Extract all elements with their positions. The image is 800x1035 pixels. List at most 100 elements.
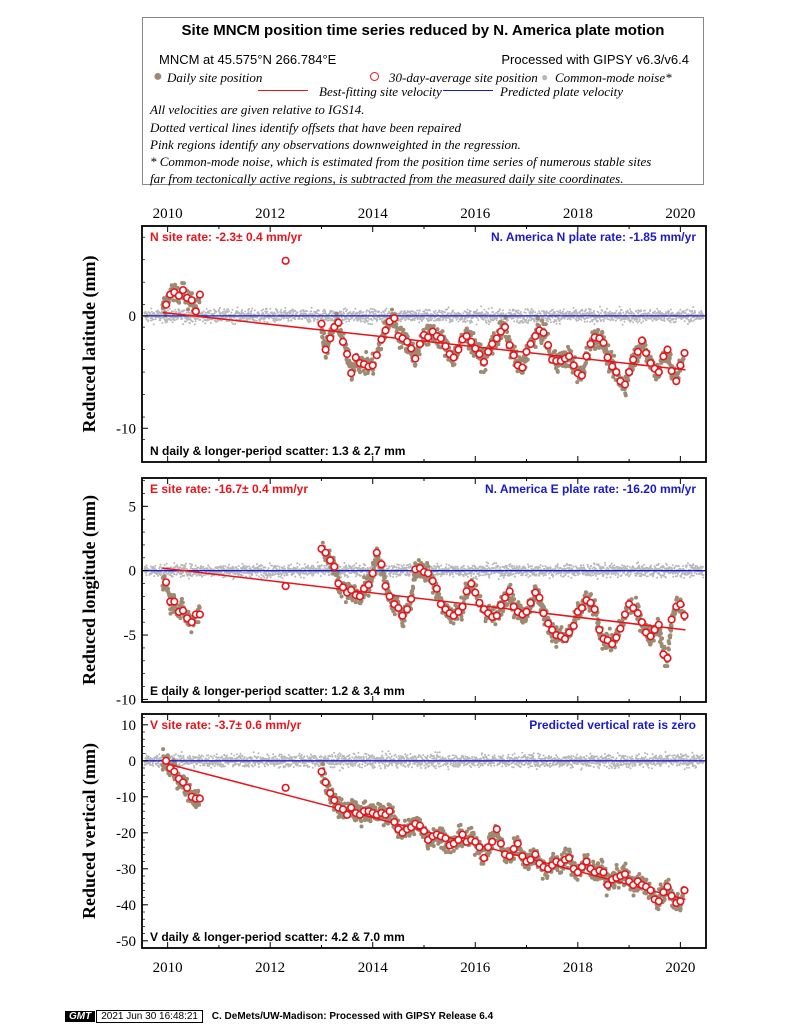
avg-point	[419, 826, 429, 836]
avg-point	[195, 794, 204, 803]
daily-legend-label: Daily site position	[167, 70, 263, 85]
avg-point	[407, 344, 416, 353]
avg-point	[616, 624, 625, 633]
avg-point	[577, 862, 587, 872]
x-tick-label-top: 2014	[358, 206, 389, 222]
avg-point	[394, 603, 403, 613]
avg-point	[484, 347, 493, 357]
daily-marker-icon: ●	[153, 68, 163, 85]
y-tick-label: 0	[129, 754, 137, 770]
avg-point	[564, 628, 574, 637]
site-rate-label-E: E site rate: -16.7± 0.4 mm/yr	[150, 482, 308, 496]
plate-rate-label-N: N. America N plate rate: -1.85 mm/yr	[491, 230, 696, 244]
avg-point	[680, 611, 689, 620]
avg-point	[646, 359, 655, 368]
common-mode-marker-icon: ●	[541, 70, 549, 84]
x-tick-label-bottom: 2010	[153, 960, 183, 976]
y-tick-label: -5	[124, 628, 137, 644]
plot-area-E	[142, 540, 706, 669]
avg-point	[347, 369, 356, 378]
note-2: Dotted vertical lines identify offsets t…	[150, 120, 461, 135]
avg-point	[488, 339, 497, 349]
avg-point	[608, 639, 617, 649]
avg-point	[475, 598, 484, 608]
site-coords: MNCM at 45.575°N 266.784°E	[159, 52, 337, 67]
avg-point	[577, 371, 587, 380]
note-5: far from tectonically active regions, is…	[150, 171, 624, 186]
y-tick-label: -20	[116, 826, 136, 842]
avg-point	[672, 377, 681, 386]
y-axis-label-E: Reduced longitude (mm)	[79, 495, 100, 685]
avg-point	[543, 341, 553, 350]
note-1: All velocities are given relative to IGS…	[150, 102, 365, 117]
avg-point	[633, 347, 642, 357]
scatter-label-V: V daily & longer-period scatter: 4.2 & 7…	[150, 930, 405, 944]
avg-point	[595, 625, 604, 635]
y-tick-label: -30	[116, 862, 136, 878]
avg-point	[471, 837, 480, 846]
avg-point	[629, 603, 638, 613]
avg-point	[372, 548, 381, 557]
avg-point	[505, 341, 514, 350]
avg-point	[338, 805, 348, 814]
avg-point	[330, 796, 339, 805]
avg-point	[326, 789, 335, 798]
avg-point	[334, 318, 343, 327]
avg-point	[467, 337, 476, 346]
avg-point	[471, 588, 480, 597]
avg-point	[531, 850, 540, 859]
y-tick-label: -10	[116, 692, 136, 708]
avg-point	[526, 598, 535, 608]
plot-area-N	[142, 256, 706, 398]
avg-point	[582, 857, 591, 866]
x-tick-label-bottom: 2012	[255, 960, 285, 976]
avg-point	[500, 593, 510, 602]
avg-point	[496, 601, 506, 610]
avg-point	[603, 880, 612, 890]
avg-point	[403, 337, 412, 346]
avg-point	[676, 361, 685, 370]
avg-point	[347, 585, 356, 595]
avg-point	[454, 607, 463, 617]
avg-point	[513, 839, 522, 848]
avg-point	[612, 368, 621, 377]
avg-point	[385, 592, 394, 601]
avg-point	[484, 843, 493, 852]
fit-legend-label: Best-fitting site velocity	[319, 84, 442, 99]
avg-point	[390, 817, 399, 827]
avg-point	[659, 888, 668, 897]
panel-E: -10 -5 0 5 Reduced longitude (mm) E site rate…	[79, 477, 707, 708]
avg-point	[586, 339, 595, 349]
avg-point	[338, 583, 348, 592]
avg-point	[326, 334, 335, 343]
avg-point	[162, 300, 171, 309]
x-tick-label-top: 2010	[153, 206, 183, 222]
avg-point	[492, 825, 501, 834]
x-tick-label-bottom: 2018	[563, 960, 593, 976]
avg-point	[505, 587, 514, 596]
avg-point	[195, 290, 204, 299]
avg-point	[317, 319, 326, 328]
avg-point	[496, 839, 506, 848]
avg-point	[488, 837, 497, 846]
scatter-label-E: E daily & longer-period scatter: 1.2 & 3…	[150, 684, 405, 698]
fit-line-icon	[258, 90, 308, 91]
avg-point	[403, 605, 412, 614]
avg-point	[599, 338, 608, 348]
avg-point	[281, 256, 290, 265]
avg-point	[620, 380, 630, 389]
avg-point	[564, 352, 574, 361]
avg-point	[479, 357, 489, 367]
avg-point	[191, 307, 200, 316]
avg-point	[462, 332, 471, 341]
avg-marker-icon	[370, 72, 379, 81]
plate-line-icon	[443, 90, 493, 91]
y-tick-label: -10	[116, 790, 136, 806]
avg-point	[347, 803, 356, 812]
avg-point	[195, 610, 204, 619]
avg-point	[590, 605, 599, 614]
avg-point	[449, 353, 458, 362]
avg-point	[355, 592, 365, 601]
avg-point	[178, 286, 188, 295]
avg-point	[564, 853, 574, 863]
